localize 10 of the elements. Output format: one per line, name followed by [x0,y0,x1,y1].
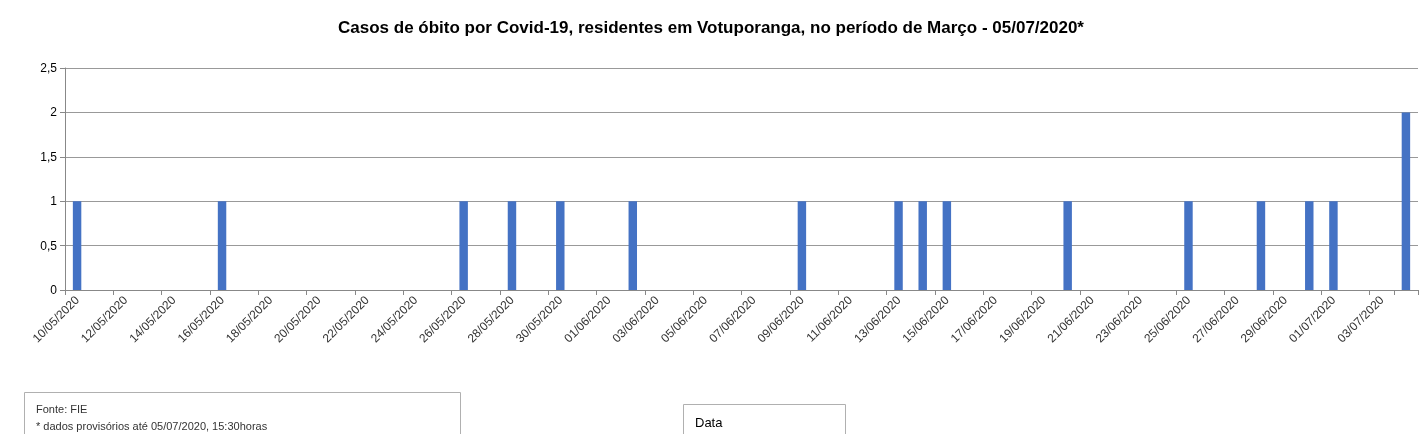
y-tick-label: 0 [50,283,58,297]
y-tick-label: 2 [50,105,58,120]
chart-title: Casos de óbito por Covid-19, residentes em Votuporanga, no período de Março - 05/07/2020* [338,18,1085,37]
source-note: Fonte: FIE [36,402,88,415]
y-tick-label: 0,5 [40,238,58,253]
y-tick-label: 2,5 [40,61,58,75]
y-tick-label: 1,5 [40,149,58,164]
y-tick-label: 1 [50,194,58,209]
text: * dados provisórios até 05/07/2020, 15:30horas [36,419,268,432]
text: Data [695,415,724,430]
